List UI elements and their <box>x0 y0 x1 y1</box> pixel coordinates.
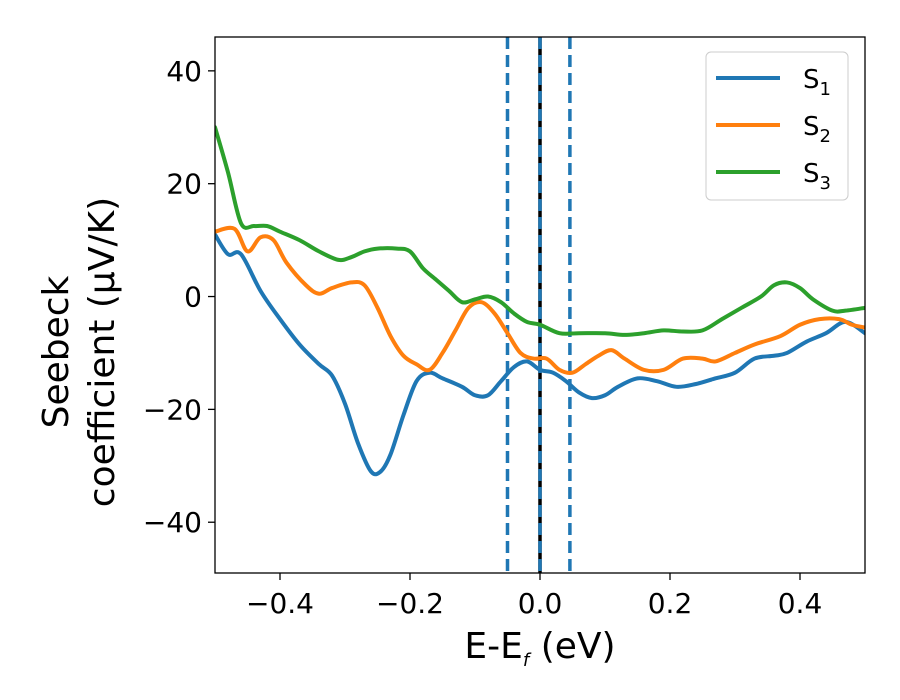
y-tick-label: 20 <box>166 168 202 201</box>
y-tick-label: 0 <box>184 281 202 314</box>
x-axis-title-unit: (eV) <box>529 626 615 667</box>
x-tick-label: 0.4 <box>778 587 823 620</box>
legend-label-s2: S2 <box>803 112 831 147</box>
x-axis-title-base: E-E <box>464 626 522 667</box>
x-tick-label: −0.4 <box>246 587 314 620</box>
series-line-s2 <box>215 225 865 375</box>
y-tick-label: −40 <box>143 506 202 539</box>
y-tick-label: 40 <box>166 55 202 88</box>
x-tick-label: 0.0 <box>518 587 563 620</box>
y-axis-title-line1: Seebeck <box>36 275 77 428</box>
y-axis-title-line2: coefficient (μV/K) <box>82 197 123 507</box>
y-tick-label: −20 <box>143 393 202 426</box>
legend-label-s3: S3 <box>803 159 831 194</box>
x-tick-label: −0.2 <box>376 587 444 620</box>
legend: S1 S2 S3 <box>705 51 849 201</box>
series-layer <box>215 125 865 477</box>
series-line-s3 <box>215 125 865 337</box>
series-line-s1 <box>215 232 865 477</box>
y-axis: −40 −20 0 20 40 <box>143 55 215 539</box>
x-axis-title: E-Ef (eV) <box>464 626 615 671</box>
x-axis-title-subscript: f <box>523 650 532 671</box>
reference-lines <box>505 37 572 573</box>
x-tick-label: 0.2 <box>648 587 693 620</box>
legend-label-s1: S1 <box>803 65 831 100</box>
x-axis: −0.4 −0.2 0.0 0.2 0.4 <box>246 573 822 620</box>
